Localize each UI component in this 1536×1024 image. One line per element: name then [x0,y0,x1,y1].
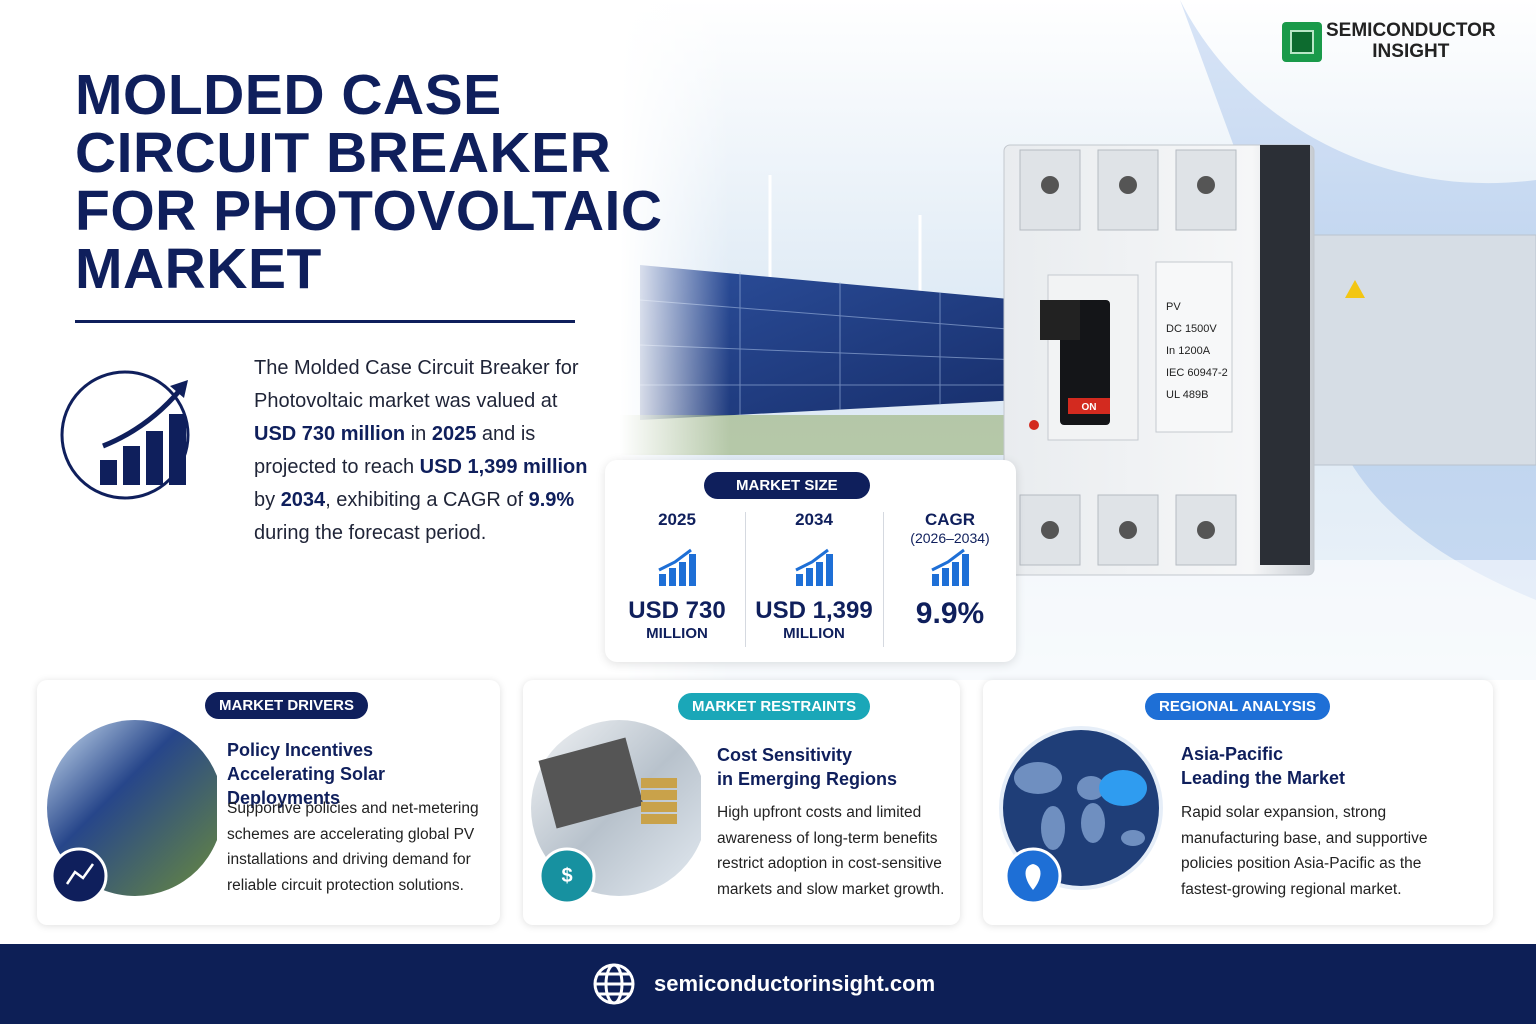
card: REGIONAL ANALYSIS Asia-Pacific Leading th… [983,680,1493,925]
card-tag: MARKET RESTRAINTS [678,693,871,720]
card-body: High upfront costs and limited awareness… [717,804,945,898]
card-title: Policy Incentives Accelerating Solar Depl… [227,738,500,810]
title: MOLDED CASE CIRCUIT BREAKER FOR PHOTOVOL… [75,66,663,298]
metric-value: USD 730 [628,597,726,624]
summary-run: The Molded Case Circuit Breaker for Phot… [254,357,579,412]
summary-run: 2034 [280,489,326,511]
card-tag: REGIONAL ANALYSIS [1145,693,1330,720]
metric: CAGR (2026–2034) 9.9% [882,510,1018,631]
metric: 2034 USD 1,399 MILLION [746,510,882,642]
metric-icon [931,548,969,586]
summary-run: and is projected to reach [254,423,536,478]
title-line: MOLDED CASE [75,63,502,127]
product-label: UL 489B [1166,389,1208,401]
metric-heading: CAGR [924,510,976,529]
card: MARKET DRIVERS Policy Incentives Accelera… [37,680,500,925]
section-tag: MARKET SIZE [704,472,870,499]
metric-heading: 2034 [795,510,833,529]
card-body: Supportive policies and net-metering sch… [227,800,479,894]
summary-run: , exhibiting a CAGR of [325,489,529,511]
summary-run: 9.9% [528,489,575,511]
switch-label: ON [1082,402,1097,413]
brand-logo [1282,22,1322,62]
card-title: Cost Sensitivity in Emerging Regions [717,743,897,791]
metric-value: 9.9% [915,597,985,630]
product-label: PV [1166,301,1181,313]
summary-run: USD 730 million [254,423,406,445]
card-image: $ [531,720,701,905]
card-image [999,726,1163,905]
metric-icon [658,548,696,586]
card-title-line: in Emerging Regions [717,769,898,789]
card-title-line: Accelerating Solar Deployments [227,764,386,808]
card: MARKET RESTRAINTS $ Cost Sensitivity in E… [523,680,960,925]
growth-icon [60,370,190,500]
card-title-line: Cost Sensitivity [717,745,853,765]
metric-unit: MILLION [783,625,845,642]
card-title: Asia-Pacific Leading the Market [1181,742,1345,790]
card-title-line: Leading the Market [1181,768,1346,788]
globe-icon [593,963,635,1005]
summary: The Molded Case Circuit Breaker for Phot… [254,352,604,550]
summary-run: by [254,489,281,511]
metric-value: USD 1,399 [755,597,873,624]
brand-line: SEMICONDUCTOR [1326,20,1496,41]
card-title-line: Asia-Pacific [1181,744,1284,764]
card-tag: MARKET DRIVERS [205,692,369,719]
hero-image: ON PV DC 1500V In 1200A IEC 60947-2 UL 489B [620,0,1536,680]
divider [745,512,746,647]
title-rule [75,320,575,323]
footer-url: semiconductorinsight.com [654,971,936,996]
title-line: CIRCUIT BREAKER [75,121,612,185]
product-label: IEC 60947-2 [1166,367,1228,379]
card-title-line: Policy Incentives [227,740,374,760]
market-size-box: MARKET SIZE 2025 USD 730 MILLION 2034 US… [605,460,1016,662]
summary-run: 2025 [431,423,477,445]
metric-icon [795,548,833,586]
title-line: MARKET [75,237,322,301]
metric-unit: MILLION [646,625,708,642]
footer: semiconductorinsight.com [0,944,1536,1024]
metric-subheading: (2026–2034) [910,530,990,546]
card-body: Rapid solar expansion, strong manufactur… [1181,804,1428,898]
summary-run: USD 1,399 million [419,456,588,478]
divider [883,512,884,647]
product-label: In 1200A [1166,345,1211,357]
product-label: DC 1500V [1166,323,1217,335]
metric-heading: 2025 [658,510,696,529]
metric: 2025 USD 730 MILLION [609,510,745,642]
card-image [47,720,217,905]
brand-line: INSIGHT [1372,41,1450,62]
svg-text:$: $ [561,865,572,887]
brand-name: SEMICONDUCTOR INSIGHT [1326,20,1496,62]
title-line: FOR PHOTOVOLTAIC [75,179,663,243]
summary-run: in [405,423,432,445]
summary-run: during the forecast period. [254,522,487,544]
